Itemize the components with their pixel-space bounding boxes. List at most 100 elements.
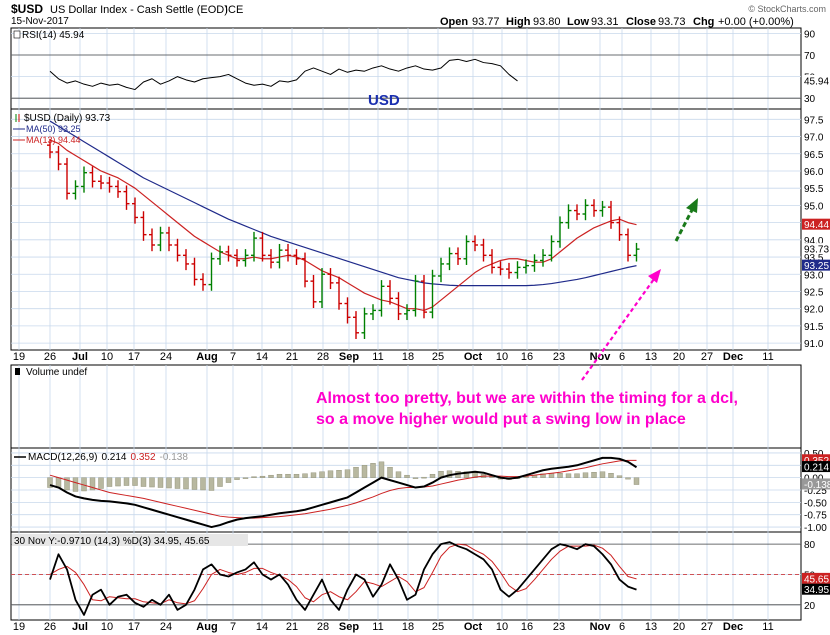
ohlc-bar	[633, 242, 640, 262]
macd-histogram-bar	[268, 474, 274, 478]
macd-legend-macd: 0.214	[101, 452, 126, 463]
ohlc-bar	[191, 257, 198, 286]
time-tick-label: 25	[432, 621, 444, 633]
macd-histogram-bar	[115, 477, 121, 487]
stochastic-k-line	[49, 541, 637, 616]
open-value: 93.77	[472, 16, 500, 28]
macd-histogram-bar	[259, 475, 266, 478]
green-dashed-arrow	[674, 198, 698, 242]
macd-histogram-bar	[208, 477, 215, 491]
macd-histogram-bar	[285, 473, 291, 478]
macd-histogram-bar	[429, 473, 436, 478]
macd-histogram-bar	[140, 477, 147, 487]
ohlc-bar	[591, 199, 597, 217]
price-legend: $USD (Daily) 93.73	[24, 113, 111, 124]
y-tick-label: 92.0	[804, 305, 824, 316]
time-tick-label: 28	[317, 621, 329, 633]
time-tick-label: 26	[44, 351, 56, 363]
stochastic-k-last: 34.95	[804, 585, 829, 596]
time-tick-label: 24	[160, 621, 172, 633]
macd-hist-last: -0.138	[804, 480, 830, 491]
y-tick-label: 90	[804, 29, 816, 40]
ohlc-bar	[115, 180, 121, 198]
y-tick-label: -0.75	[804, 511, 827, 522]
ohlc-bar	[217, 245, 223, 265]
ohlc-bar	[472, 235, 478, 252]
time-tick-label: 20	[673, 621, 685, 633]
macd-histogram-bar	[582, 472, 589, 478]
macd-histogram-bar	[123, 477, 130, 486]
time-tick-label: Sep	[339, 351, 359, 363]
macd-histogram-bar	[251, 476, 257, 478]
y-tick-label: 94.0	[804, 236, 824, 247]
ohlc-bar	[310, 274, 317, 308]
ohlc-bar	[89, 166, 96, 188]
time-tick-label: 11	[762, 351, 773, 363]
time-tick-label: 11	[372, 351, 383, 363]
ohlc-bar	[421, 274, 427, 319]
ohlc-bar	[608, 200, 614, 229]
macd-histogram-bar	[591, 472, 597, 478]
y-tick-label: 96.0	[804, 167, 824, 178]
macd-histogram-bar	[98, 477, 104, 489]
time-tick-label: 7	[230, 351, 236, 363]
stochastic-panel	[10, 531, 802, 621]
ohlc-bar	[302, 252, 308, 288]
time-tick-label: Oct	[464, 621, 483, 633]
ohlc-bar	[625, 228, 631, 262]
rsi-last-value: 45.94	[804, 76, 829, 87]
time-tick-label: 11	[372, 621, 383, 633]
macd-last: 0.214	[804, 463, 829, 474]
time-tick-label: Oct	[464, 351, 483, 363]
ohlc-bar	[55, 145, 62, 171]
macd-histogram-bar	[310, 472, 317, 478]
ohlc-bar	[582, 199, 589, 221]
macd-histogram-bar	[225, 477, 232, 483]
time-tick-label: 27	[701, 621, 713, 633]
y-tick-label: 97.5	[804, 115, 824, 126]
y-tick-label: 93.0	[804, 270, 824, 281]
rsi-last-value-bg	[802, 74, 830, 86]
y-tick-label: 20	[804, 601, 816, 612]
macd-histogram-bar	[387, 467, 393, 478]
macd-histogram-bar	[72, 477, 79, 492]
time-tick-label: 19	[13, 621, 25, 633]
ohlc-bar	[157, 226, 164, 252]
stochastic-d-last-bg	[802, 572, 830, 584]
ohlc-bar	[370, 304, 376, 321]
annotation-line-1: Almost too pretty, but we are within the…	[316, 390, 738, 407]
ohlc-bar	[455, 247, 461, 265]
close-last-value-bg	[802, 243, 830, 255]
time-tick-label: 20	[673, 351, 685, 363]
time-tick-label: 10	[496, 621, 508, 633]
macd-histogram-bar	[183, 477, 189, 490]
macd-histogram-bar	[200, 477, 206, 491]
high-value: 93.80	[533, 16, 561, 28]
macd-legend-prefix: MACD(12,26,9) 0.214 0.352 -0.138	[28, 452, 188, 463]
chg-value: +0.00 (+0.00%)	[718, 16, 794, 28]
time-tick-label: Jul	[72, 351, 88, 363]
annotation-line-2: so a move higher would put a swing low i…	[316, 411, 686, 428]
close-last-value: 93.73	[804, 245, 829, 256]
ohlc-bar	[106, 176, 113, 193]
ohlc-bar	[327, 268, 334, 290]
chg-label: Chg	[693, 16, 714, 28]
y-tick-label: 91.0	[804, 339, 824, 350]
time-tick-label: Nov	[590, 351, 612, 363]
time-tick-label: 17	[128, 621, 140, 633]
y-tick-label: 92.5	[804, 287, 824, 298]
ohlc-bar	[361, 307, 368, 339]
ohlc-bar	[98, 175, 104, 190]
ohlc-bar	[497, 261, 504, 276]
ohlc-bar	[200, 273, 206, 291]
time-tick-label: 7	[230, 621, 236, 633]
ohlc-bar	[166, 226, 172, 252]
chart-date: 15-Nov-2017	[11, 16, 69, 27]
ohlc-bar	[225, 245, 232, 262]
y-tick-label: 30	[804, 94, 816, 105]
ohlc-bar	[123, 185, 130, 210]
macd-signal-last-bg	[802, 454, 830, 466]
ma50-last-value-bg	[802, 259, 830, 271]
ohlc-bar	[616, 216, 623, 241]
y-tick-label: 95.5	[804, 184, 824, 195]
